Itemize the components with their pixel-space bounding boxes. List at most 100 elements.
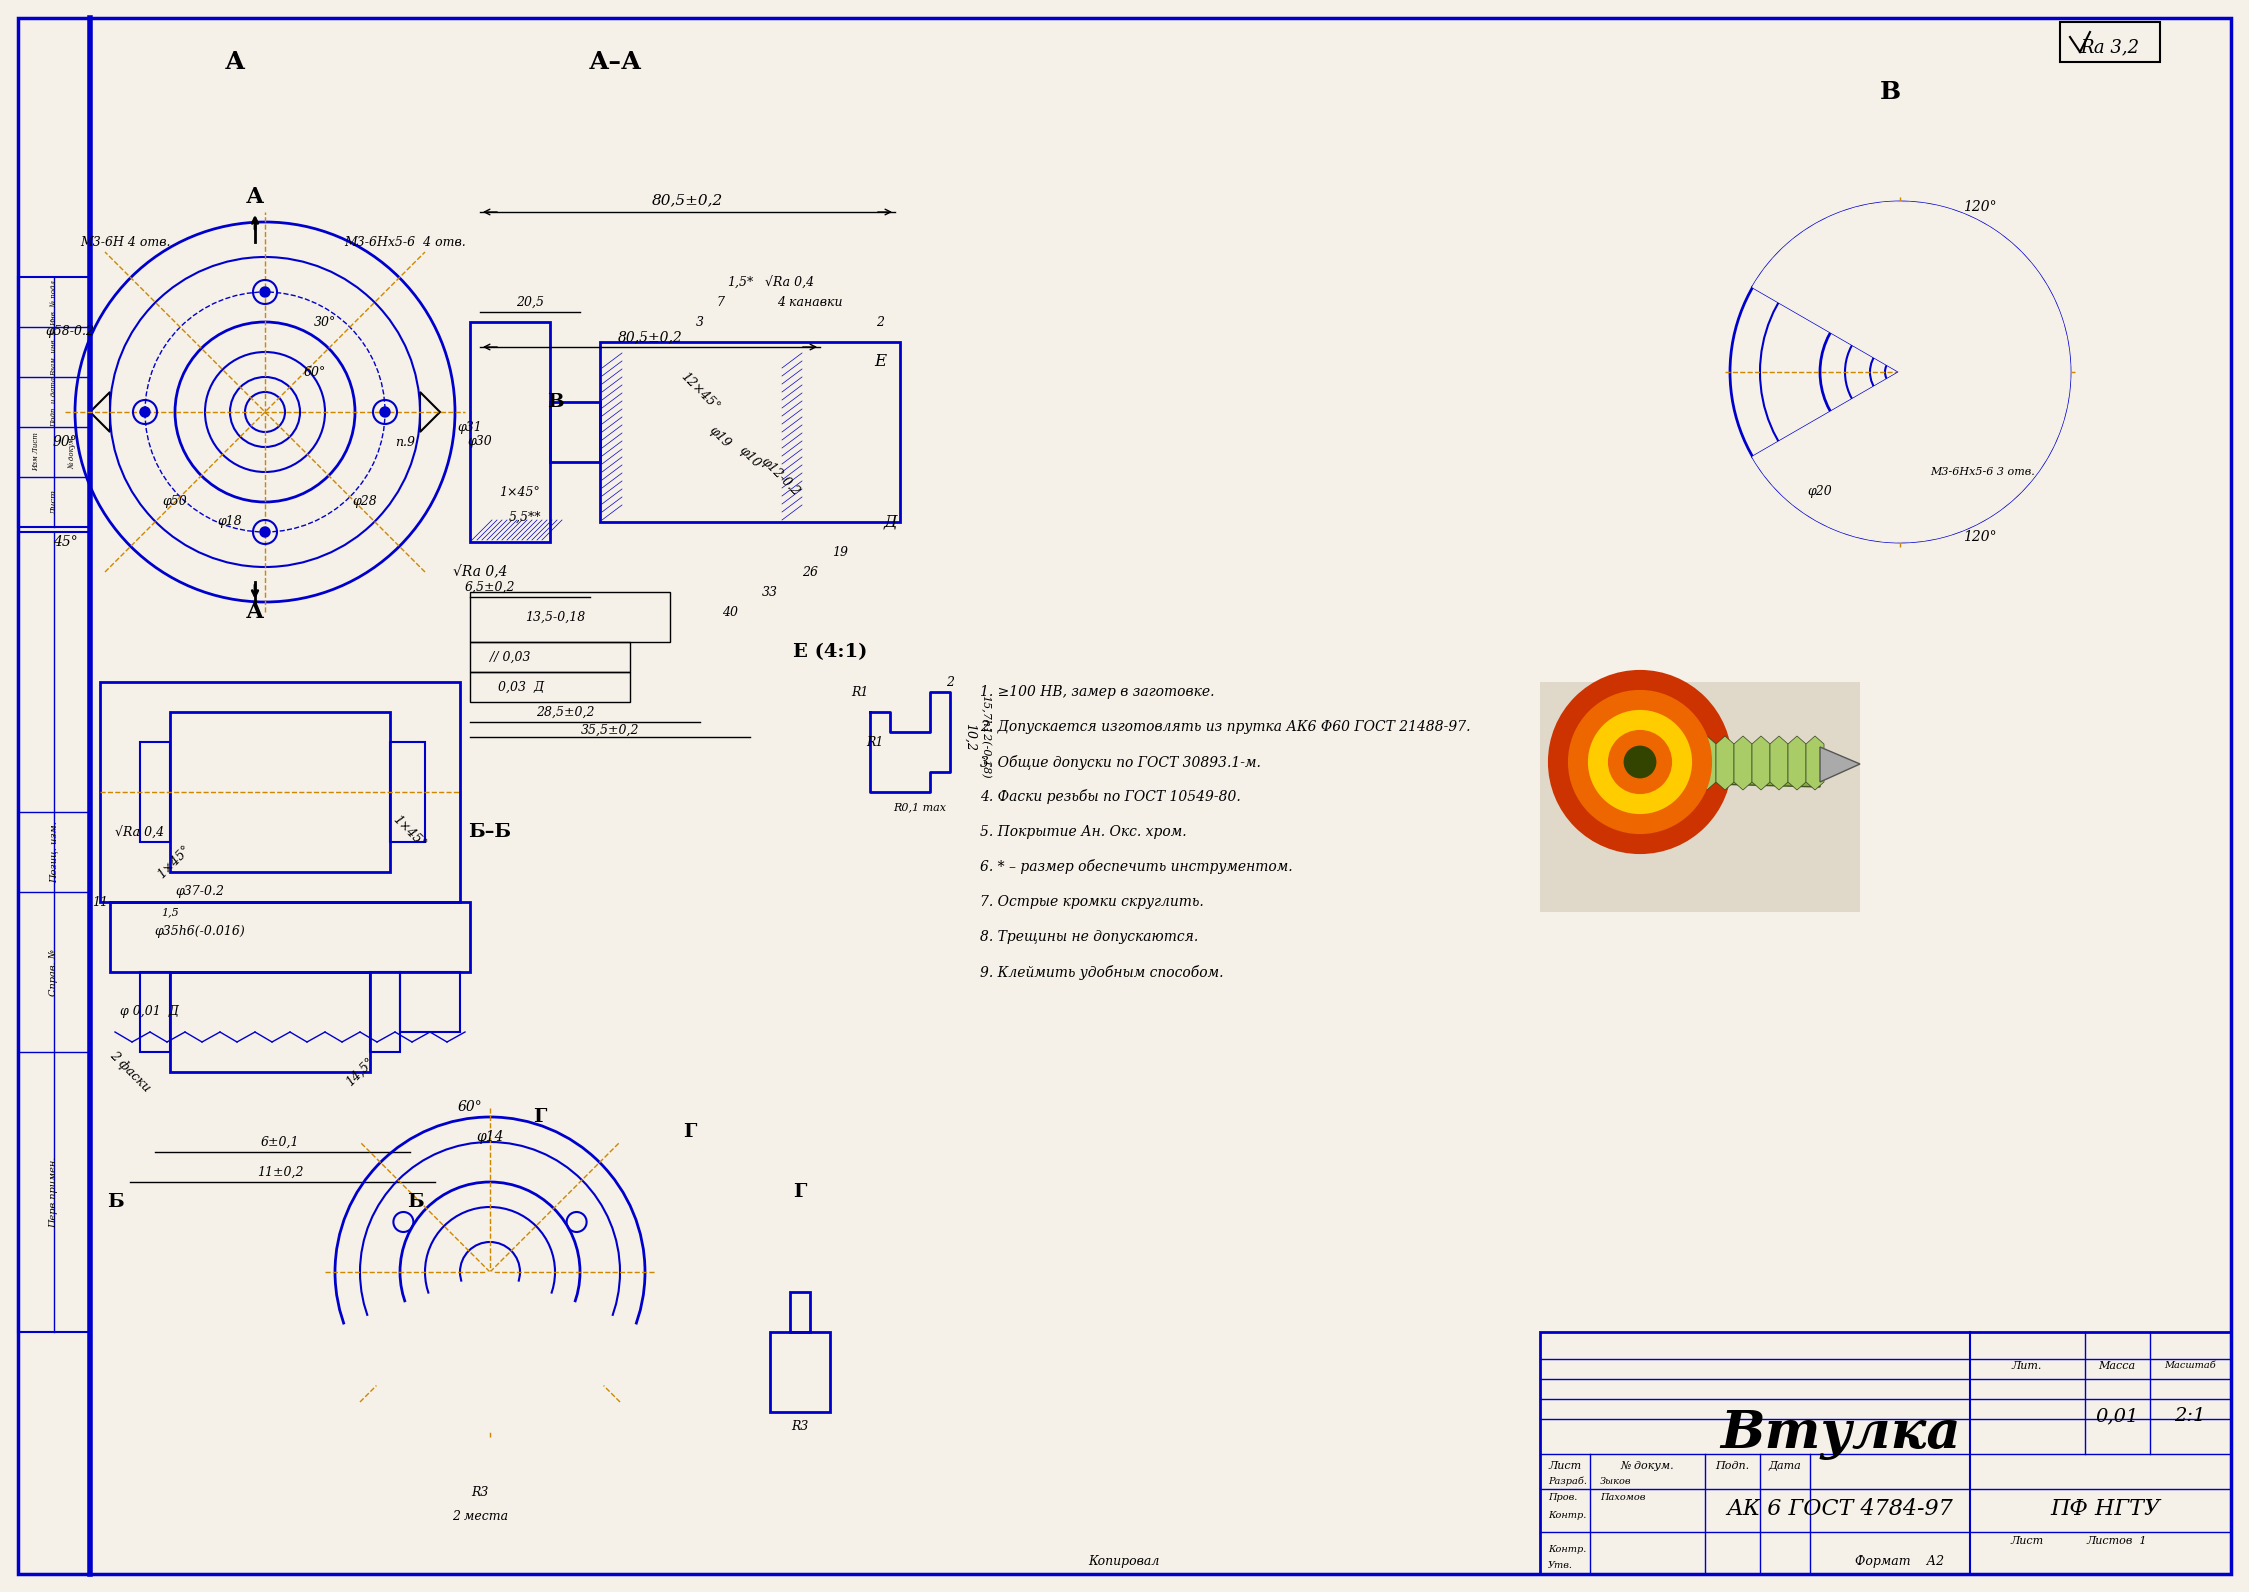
Circle shape (1590, 712, 1689, 812)
Text: Подп. и дата: Подп. и дата (49, 377, 58, 427)
Text: 15,7h12(-0,18): 15,7h12(-0,18) (981, 696, 990, 778)
Circle shape (1570, 693, 1709, 833)
Bar (400, 973, 461, 1032)
Text: Изм Лист: Изм Лист (31, 433, 40, 471)
Text: 5. Покрытие Ан. Окс. хром.: 5. Покрытие Ан. Окс. хром. (981, 825, 1187, 839)
Text: 13,5-0,18: 13,5-0,18 (524, 610, 585, 624)
Text: Зыков: Зыков (1599, 1476, 1631, 1485)
Bar (470, 322, 551, 541)
Circle shape (1610, 732, 1671, 791)
Text: А: А (245, 602, 263, 622)
Text: А–А: А–А (589, 49, 641, 73)
Text: Г: Г (533, 1108, 547, 1126)
Text: 0,03  Д: 0,03 Д (490, 680, 544, 694)
Text: Контр.: Контр. (1547, 1511, 1586, 1519)
Bar (371, 973, 400, 1052)
Text: // 0,03: // 0,03 (490, 651, 531, 664)
Text: Формат    А2: Формат А2 (1855, 1555, 1945, 1568)
Text: 19: 19 (832, 546, 848, 559)
Circle shape (261, 287, 270, 298)
Polygon shape (1819, 747, 1860, 782)
Text: 2. Допускается изготовлять из прутка АК6 Φ60 ГОСТ 21488-97.: 2. Допускается изготовлять из прутка АК6… (981, 720, 1471, 734)
Bar (171, 973, 371, 1071)
Text: 2: 2 (947, 675, 954, 688)
Text: 40: 40 (722, 605, 738, 619)
Text: φ20: φ20 (1808, 486, 1833, 498)
Text: R0,1 max: R0,1 max (893, 802, 947, 812)
Text: 5,5**: 5,5** (508, 511, 542, 524)
Text: 20,5: 20,5 (515, 296, 544, 309)
Text: Масса: Масса (2098, 1361, 2137, 1371)
Text: φ50: φ50 (162, 495, 187, 508)
Text: 26: 26 (803, 565, 819, 578)
Text: √Ra 0,4: √Ra 0,4 (765, 275, 814, 288)
Text: М3-6H 4 отв.: М3-6H 4 отв. (79, 236, 171, 248)
Text: АК 6 ГОСТ 4784-97: АК 6 ГОСТ 4784-97 (1727, 1498, 1954, 1520)
Circle shape (261, 527, 270, 537)
Text: 1,5: 1,5 (162, 907, 180, 917)
Text: 8. Трещины не допускаются.: 8. Трещины не допускаются. (981, 930, 1199, 944)
Text: 0,01: 0,01 (2096, 1407, 2139, 1425)
Text: Втулка: Втулка (1720, 1409, 1961, 1460)
Bar (470, 592, 670, 642)
Text: № докум.: № докум. (1619, 1461, 1673, 1471)
Text: Лит.: Лит. (2013, 1361, 2042, 1371)
Text: 28,5±0,2: 28,5±0,2 (535, 705, 594, 718)
Text: 3: 3 (695, 315, 704, 328)
Text: φ 0,01  Д: φ 0,01 Д (119, 1006, 180, 1019)
Text: 9. Клеймить удобным способом.: 9. Клеймить удобным способом. (981, 965, 1223, 979)
Text: 7. Острые кромки скруглить.: 7. Острые кромки скруглить. (981, 895, 1203, 909)
Text: 6. * – размер обеспечить инструментом.: 6. * – размер обеспечить инструментом. (981, 860, 1293, 874)
Text: № докум.: № докум. (67, 435, 76, 470)
Text: Утв.: Утв. (1547, 1562, 1572, 1570)
Text: Подп.: Подп. (1716, 1461, 1750, 1471)
Text: 80,5±0,2: 80,5±0,2 (652, 193, 722, 207)
Bar (470, 672, 630, 702)
Text: 2 места: 2 места (452, 1511, 508, 1524)
Text: 2: 2 (877, 315, 884, 328)
Polygon shape (1806, 736, 1824, 790)
Bar (139, 742, 171, 842)
Text: 60°: 60° (457, 1100, 481, 1114)
Text: 1×45°: 1×45° (499, 486, 540, 498)
Text: Пров.: Пров. (1547, 1493, 1577, 1503)
Polygon shape (1680, 736, 1698, 790)
Circle shape (1626, 747, 1655, 777)
Polygon shape (1752, 736, 1770, 790)
Text: √Ra 0,4: √Ra 0,4 (115, 826, 164, 839)
Bar (600, 342, 900, 522)
Text: Дата: Дата (1768, 1461, 1801, 1471)
Text: 30°: 30° (315, 315, 335, 328)
Text: φ14: φ14 (477, 1130, 504, 1145)
Circle shape (380, 408, 389, 417)
Text: 14,5°: 14,5° (344, 1055, 376, 1089)
Text: 12×45°: 12×45° (679, 371, 722, 414)
Text: Б: Б (106, 1192, 124, 1212)
Text: В: В (547, 393, 562, 411)
Text: R1: R1 (866, 736, 884, 748)
Text: 120°: 120° (1963, 201, 1997, 213)
Text: Копировал: Копировал (1089, 1555, 1160, 1568)
Text: φ18: φ18 (218, 516, 243, 529)
Text: 6±0,1: 6±0,1 (261, 1135, 299, 1148)
Text: Г: Г (684, 1122, 697, 1141)
Text: φ10: φ10 (738, 444, 762, 470)
Text: 120°: 120° (1963, 530, 1997, 544)
Bar (110, 903, 470, 973)
Text: 11: 11 (92, 895, 108, 909)
Text: φ37-0.2: φ37-0.2 (175, 885, 225, 898)
Text: Лист: Лист (2011, 1536, 2044, 1546)
Circle shape (1550, 672, 1729, 852)
Text: n.9: n.9 (396, 436, 416, 449)
Text: Лист: Лист (1550, 1461, 1581, 1471)
Text: R3: R3 (792, 1420, 810, 1433)
Text: 60°: 60° (304, 366, 326, 379)
Polygon shape (1698, 736, 1716, 790)
Text: Г: Г (794, 1183, 807, 1200)
Text: М3-6Нх5-6 3 отв.: М3-6Нх5-6 3 отв. (1930, 466, 2035, 478)
Text: А: А (245, 186, 263, 209)
Text: 2:1: 2:1 (2175, 1407, 2206, 1425)
Text: 4. Фаски резьбы по ГОСТ 10549-80.: 4. Фаски резьбы по ГОСТ 10549-80. (981, 790, 1241, 804)
Text: φ12-0.2: φ12-0.2 (758, 455, 803, 498)
Text: Справ. №: Справ. № (49, 949, 58, 995)
